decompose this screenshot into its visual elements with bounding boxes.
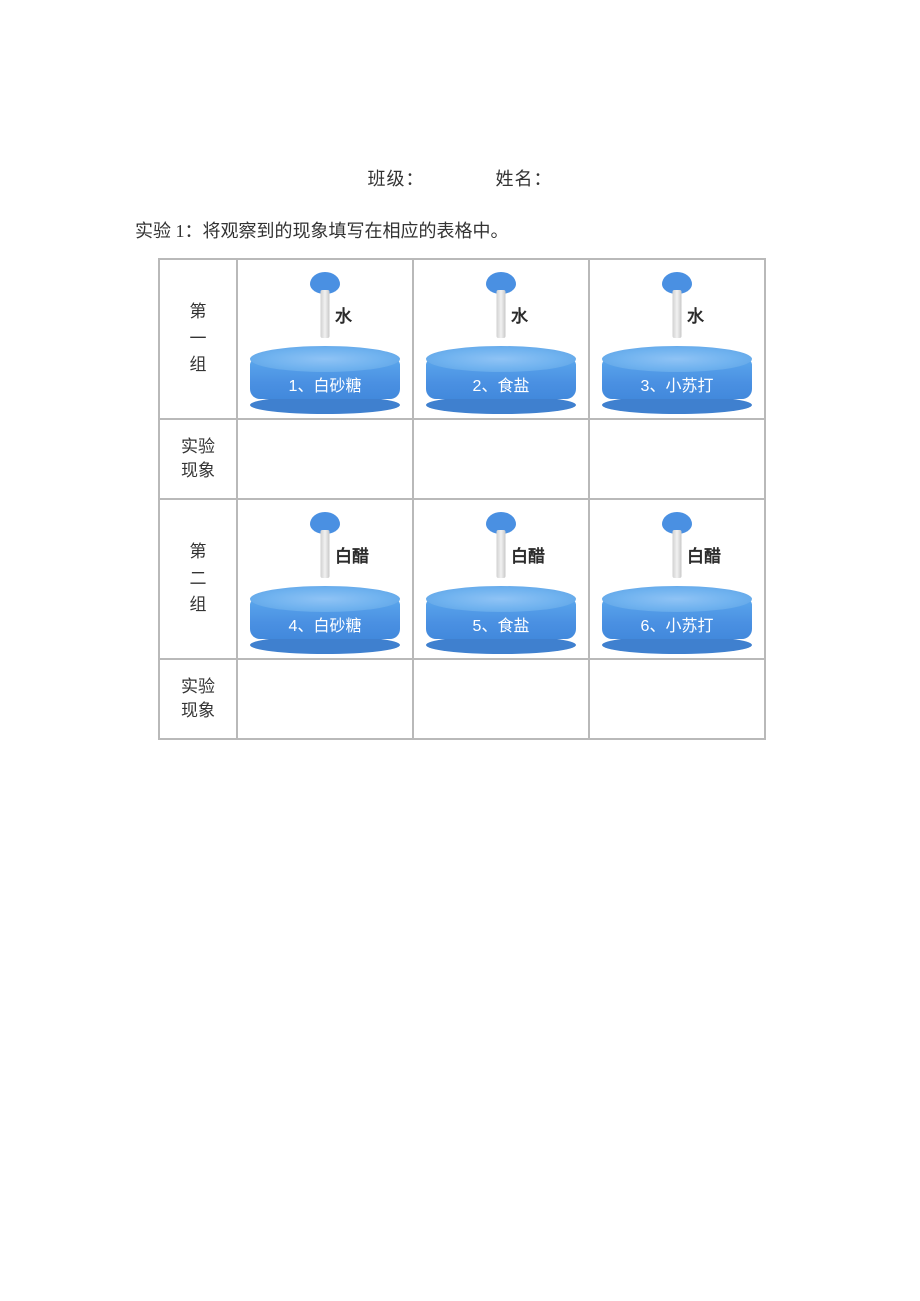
- obs-label-line2: 现象: [181, 461, 215, 480]
- dish-icon: 6、小苏打: [602, 586, 752, 648]
- group1-label: 第 一 组: [159, 259, 237, 419]
- dropper-label: 水: [335, 302, 352, 327]
- group2-cell1: 白醋 4、白砂糖: [237, 499, 413, 659]
- class-label: 班级：: [368, 169, 425, 189]
- observation-row-2: 实验 现象: [159, 659, 765, 739]
- dish-icon: 4、白砂糖: [250, 586, 400, 648]
- dropper-stem-icon: [673, 530, 682, 578]
- apparatus-icon: 白醋 4、白砂糖: [238, 500, 412, 658]
- dropper-label: 白醋: [335, 542, 369, 567]
- group1-char1: 第: [160, 299, 236, 325]
- group2-char1: 第: [160, 539, 236, 565]
- observation-label-1: 实验 现象: [159, 419, 237, 499]
- name-label: 姓名：: [496, 169, 553, 189]
- dropper-label: 水: [687, 302, 704, 327]
- observation-cell-1-3: [589, 419, 765, 499]
- apparatus-icon: 水 3、小苏打: [590, 260, 764, 418]
- observation-row-1: 实验 现象: [159, 419, 765, 499]
- dish-label: 2、食盐: [426, 372, 576, 396]
- group2-char3: 组: [160, 592, 236, 618]
- dish-icon: 3、小苏打: [602, 346, 752, 408]
- dish-label: 6、小苏打: [602, 612, 752, 636]
- observation-cell-2-2: [413, 659, 589, 739]
- dish-label: 3、小苏打: [602, 372, 752, 396]
- group1-cell2: 水 2、食盐: [413, 259, 589, 419]
- group2-label: 第 二 组: [159, 499, 237, 659]
- obs-label-line1: 实验: [181, 437, 215, 456]
- dish-label: 4、白砂糖: [250, 612, 400, 636]
- instruction-text: 实验 1：将观察到的现象填写在相应的表格中。: [135, 217, 509, 243]
- dish-label: 5、食盐: [426, 612, 576, 636]
- obs-label-line1: 实验: [181, 677, 215, 696]
- group2-cell2: 白醋 5、食盐: [413, 499, 589, 659]
- group1-char2: 一: [160, 326, 236, 352]
- dropper-label: 白醋: [687, 542, 721, 567]
- observation-cell-2-3: [589, 659, 765, 739]
- experiment-table: 第 一 组 水 1、白砂糖 水: [158, 258, 766, 740]
- observation-label-2: 实验 现象: [159, 659, 237, 739]
- dropper-stem-icon: [497, 530, 506, 578]
- observation-cell-1-1: [237, 419, 413, 499]
- dropper-stem-icon: [321, 530, 330, 578]
- observation-cell-1-2: [413, 419, 589, 499]
- dish-icon: 1、白砂糖: [250, 346, 400, 408]
- group1-row: 第 一 组 水 1、白砂糖 水: [159, 259, 765, 419]
- dropper-stem-icon: [497, 290, 506, 338]
- group2-char2: 二: [160, 566, 236, 592]
- obs-label-line2: 现象: [181, 701, 215, 720]
- apparatus-icon: 白醋 6、小苏打: [590, 500, 764, 658]
- apparatus-icon: 水 2、食盐: [414, 260, 588, 418]
- dropper-stem-icon: [321, 290, 330, 338]
- dish-icon: 2、食盐: [426, 346, 576, 408]
- dropper-stem-icon: [673, 290, 682, 338]
- dish-label: 1、白砂糖: [250, 372, 400, 396]
- dropper-label: 水: [511, 302, 528, 327]
- group1-cell3: 水 3、小苏打: [589, 259, 765, 419]
- apparatus-icon: 白醋 5、食盐: [414, 500, 588, 658]
- dish-icon: 5、食盐: [426, 586, 576, 648]
- dropper-label: 白醋: [511, 542, 545, 567]
- group1-char3: 组: [160, 352, 236, 378]
- observation-cell-2-1: [237, 659, 413, 739]
- apparatus-icon: 水 1、白砂糖: [238, 260, 412, 418]
- group1-cell1: 水 1、白砂糖: [237, 259, 413, 419]
- group2-cell3: 白醋 6、小苏打: [589, 499, 765, 659]
- group2-row: 第 二 组 白醋 4、白砂糖 白醋: [159, 499, 765, 659]
- header-line: 班级： 姓名：: [0, 165, 920, 191]
